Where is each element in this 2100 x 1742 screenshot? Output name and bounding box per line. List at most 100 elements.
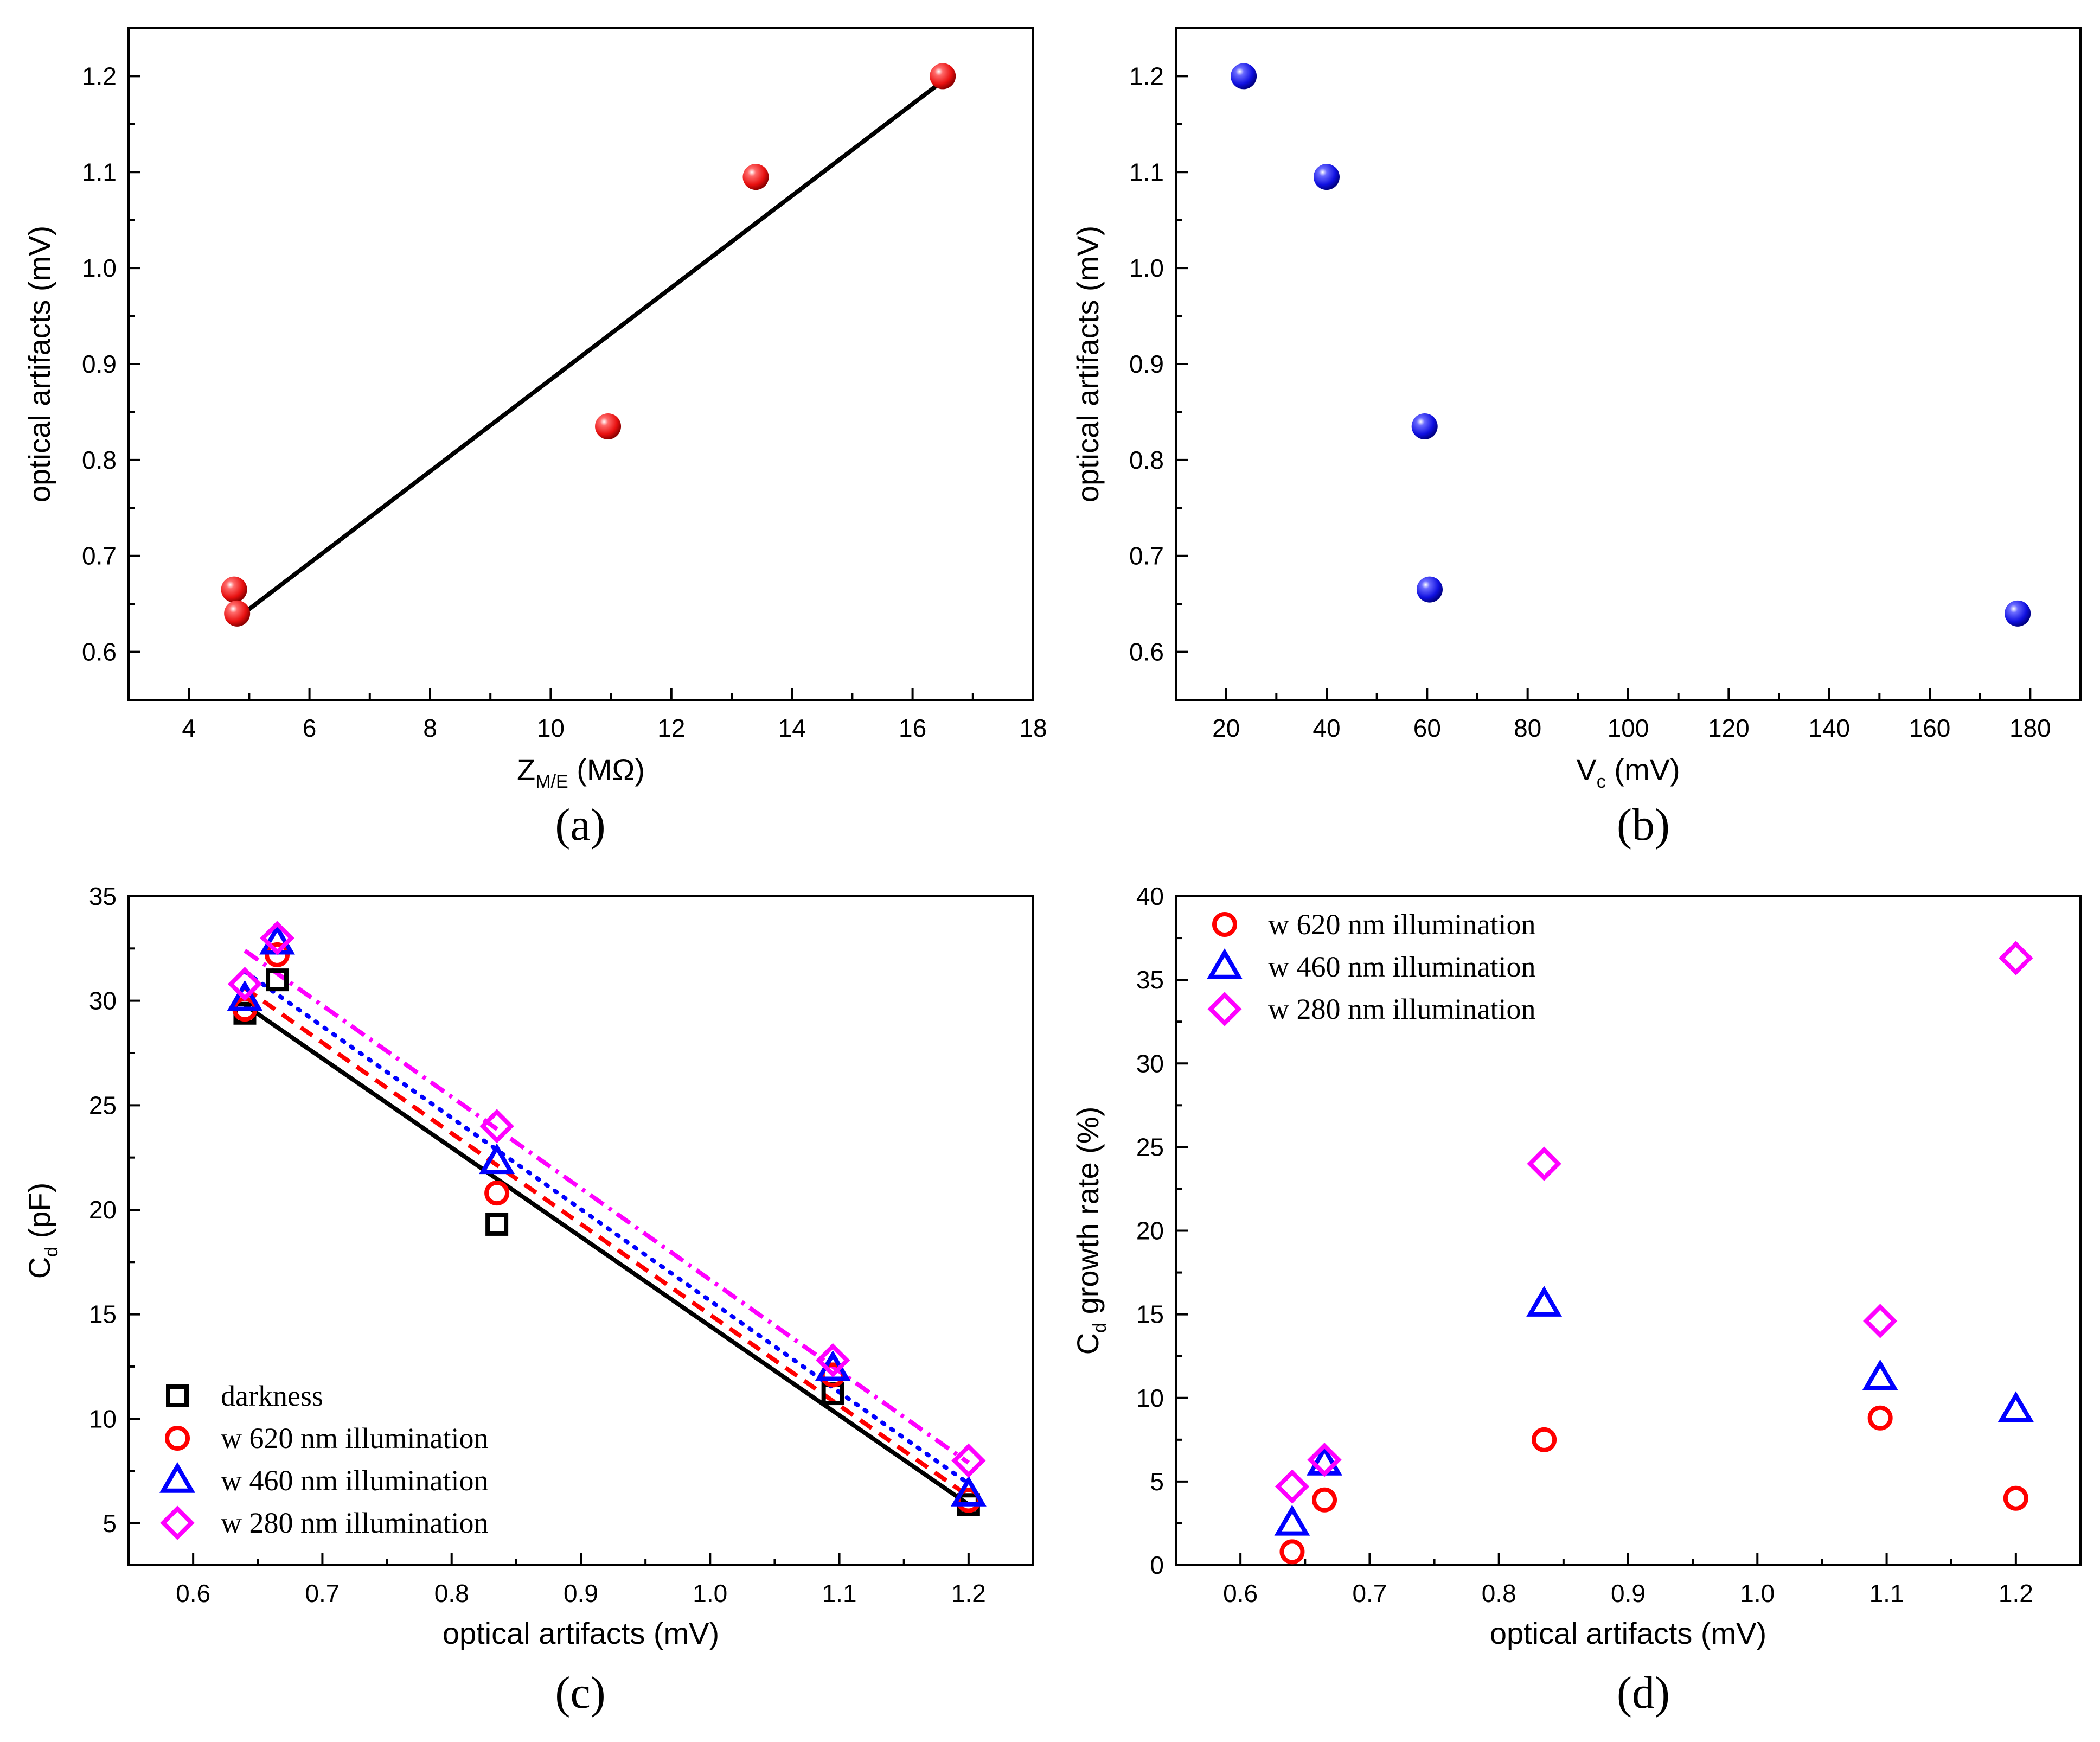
y-tick-label: 40	[1136, 882, 1164, 910]
legend-marker	[1207, 992, 1242, 1026]
y-tick-label: 5	[103, 1509, 117, 1537]
y-axis-label-main: C	[22, 1257, 56, 1279]
x-tick-label: 1.0	[1740, 1579, 1775, 1607]
data-point	[595, 413, 622, 439]
x-tick-label: 0.7	[1352, 1579, 1387, 1607]
data-point	[1312, 1487, 1337, 1513]
data-point	[1275, 1469, 1310, 1504]
y-tick-label: 0.6	[1129, 638, 1164, 666]
y-tick-label: 1.0	[1129, 254, 1164, 282]
data-point	[951, 1443, 986, 1478]
legend-marker	[165, 1426, 190, 1451]
x-axis-label-sub: c	[1597, 771, 1606, 792]
x-tick-label: 8	[423, 714, 437, 742]
y-tick-label: 1.2	[82, 62, 117, 90]
y-tick-label: 1.2	[1129, 62, 1164, 90]
y-tick-label: 30	[1136, 1049, 1164, 1077]
x-axis-label: ZM/E (MΩ)	[517, 752, 645, 792]
panel-d-growth-rate: 0.6 0.7 0.8 0.9 1.0 1.1 1.2 0 5 10 15 20 25 30 35 40 opt…	[1071, 882, 2082, 1718]
legend-label: w 460 nm illumination	[1268, 950, 1536, 983]
y-tick-label: 35	[89, 882, 117, 910]
y-axis-label-tail: (pF)	[22, 1183, 56, 1247]
legend-label: w 280 nm illumination	[221, 1507, 489, 1539]
y-axis-label-sub: d	[41, 1247, 62, 1257]
data-point	[1526, 1286, 1563, 1317]
data-point	[1532, 1427, 1557, 1452]
y-tick-label: 20	[89, 1196, 117, 1224]
data-point	[1274, 1504, 1310, 1536]
data-point	[1416, 576, 1443, 603]
data-point	[221, 576, 247, 603]
data-point	[2005, 600, 2031, 627]
data-point	[816, 1343, 850, 1378]
y-tick-label: 35	[1136, 966, 1164, 994]
legend-marker	[160, 1505, 195, 1540]
x-axis-label-tail: (MΩ)	[568, 752, 645, 787]
fit-line	[242, 969, 971, 1486]
x-tick-label: 0.7	[305, 1579, 340, 1607]
x-tick-label: 1.1	[1869, 1579, 1904, 1607]
y-axis-label: optical artifacts (mV)	[22, 226, 56, 502]
legend-label: w 620 nm illumination	[221, 1422, 489, 1454]
y-axis-label-tail: growth rate (%)	[1071, 1107, 1105, 1323]
y-axis-label-main: optical artifacts (mV)	[1071, 226, 1105, 502]
data-point	[1411, 413, 1438, 439]
legend-label: darkness	[221, 1380, 323, 1412]
y-axis-label: Cd growth rate (%)	[1071, 1107, 1110, 1355]
data-point	[1527, 1146, 1561, 1181]
x-tick-label: 160	[1909, 714, 1951, 742]
y-tick-label: 1.0	[82, 254, 117, 282]
x-tick-label: 12	[657, 714, 685, 742]
x-axis-label-tail: (mV)	[1606, 752, 1680, 787]
y-tick-label: 25	[1136, 1133, 1164, 1161]
data-point	[479, 1143, 515, 1175]
y-tick-label: 0.6	[82, 638, 117, 666]
x-tick-label: 0.8	[1482, 1579, 1516, 1607]
y-axis-label-main: C	[1071, 1333, 1105, 1355]
data-point	[485, 1213, 509, 1236]
legend-marker	[166, 1384, 189, 1407]
x-tick-label: 40	[1313, 714, 1340, 742]
data-point	[1862, 1359, 1898, 1390]
x-tick-label: 20	[1212, 714, 1240, 742]
data-point	[1867, 1405, 1893, 1431]
x-tick-label: 0.6	[176, 1579, 210, 1607]
y-tick-label: 0.7	[1129, 542, 1164, 570]
legend-label: w 620 nm illumination	[1268, 908, 1536, 941]
plot-frame	[1175, 27, 2082, 701]
y-tick-label: 0.7	[82, 542, 117, 570]
fit-line	[244, 986, 970, 1498]
x-tick-label: 60	[1413, 714, 1441, 742]
panel-label: (c)	[555, 1668, 605, 1718]
y-axis-label: Cd (pF)	[22, 1183, 62, 1279]
y-tick-label: 1.1	[82, 158, 117, 186]
x-axis-label: optical artifacts (mV)	[443, 1616, 719, 1650]
legend-marker	[1212, 912, 1237, 937]
data-point	[484, 1181, 510, 1206]
y-tick-label: 30	[89, 987, 117, 1015]
panel-b-scatter: 20 40 60 80 100 120 140 160 180 0.6 0.7 0.8 0.9 1.0 1.…	[1071, 27, 2082, 850]
x-axis-label-main: Z	[517, 752, 535, 787]
y-tick-label: 0.9	[82, 350, 117, 378]
x-tick-label: 18	[1019, 714, 1047, 742]
data-point	[1863, 1304, 1898, 1338]
x-axis-label: optical artifacts (mV)	[1490, 1616, 1766, 1650]
x-tick-label: 0.6	[1223, 1579, 1258, 1607]
y-tick-label: 5	[1150, 1467, 1164, 1496]
x-tick-label: 1.1	[822, 1579, 857, 1607]
data-point	[950, 1476, 987, 1507]
data-point	[1999, 941, 2033, 975]
y-tick-label: 15	[89, 1300, 117, 1329]
panel-label: (d)	[1617, 1668, 1670, 1718]
y-tick-label: 15	[1136, 1300, 1164, 1329]
panel-label: (b)	[1617, 800, 1670, 850]
data-point	[1997, 1391, 2034, 1422]
y-tick-label: 0.9	[1129, 350, 1164, 378]
data-point	[1231, 63, 1257, 90]
panel-c-scatter-fit: 0.6 0.7 0.8 0.9 1.0 1.1 1.2 5 10 15 20 25 30 35 optica…	[22, 882, 1034, 1718]
x-tick-label: 100	[1608, 714, 1649, 742]
x-tick-label: 120	[1708, 714, 1750, 742]
data-point	[930, 63, 956, 90]
x-axis-label-main: V	[1576, 752, 1597, 787]
